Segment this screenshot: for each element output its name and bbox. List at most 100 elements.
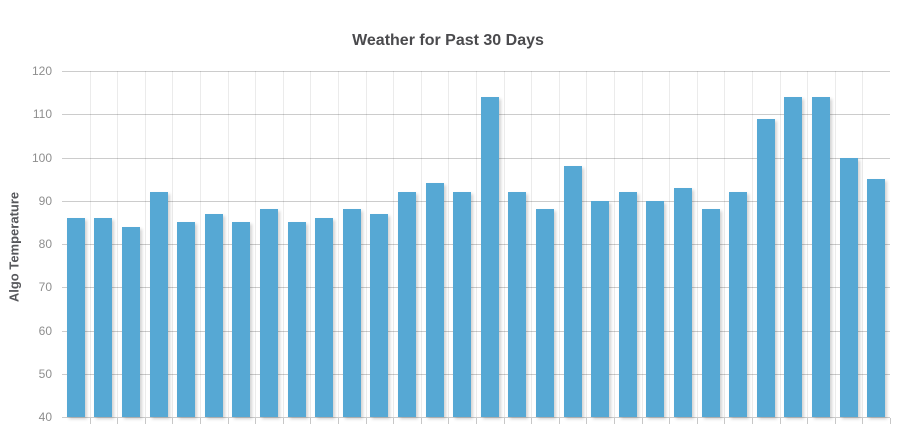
y-tick-label: 90 [38,193,52,208]
bar [453,192,472,417]
x-axis-tick [282,418,284,424]
x-axis-tick [641,418,643,424]
bar [674,187,692,417]
x-axis-tick [614,418,615,424]
vertical-gridline [807,71,809,417]
x-axis-tick [117,418,119,424]
horizontal-gridline [62,287,890,289]
vertical-gridline [862,71,864,417]
bar [508,192,527,417]
vertical-gridline [614,71,615,417]
x-axis-tick [834,418,836,424]
vertical-gridline [200,71,201,417]
horizontal-gridline [62,244,890,245]
horizontal-gridline [62,417,890,418]
vertical-gridline [310,71,312,417]
bar [701,209,720,417]
y-tick-label: 110 [32,107,52,122]
y-tick-label: 120 [31,64,52,78]
vertical-gridline [365,71,367,417]
x-axis-tick [476,418,477,424]
vertical-gridline [779,71,781,417]
x-axis-tick [255,418,257,424]
bar [315,218,334,417]
bar [729,192,748,417]
bar [646,200,665,418]
vertical-gridline [172,71,174,417]
vertical-gridline [448,71,450,417]
bar [618,192,637,417]
x-axis-tick [144,418,146,424]
bar [287,222,306,417]
x-axis-tick [752,418,753,424]
x-axis-tick [807,418,809,424]
vertical-gridline [255,71,257,417]
bar [839,157,858,417]
vertical-gridline [558,71,560,417]
x-axis-tick [393,418,395,424]
x-axis-tick [420,418,422,424]
bar [784,96,803,417]
bar [480,96,499,417]
y-tick-label: 70 [38,280,52,295]
y-tick-label: 60 [38,323,52,338]
bar [563,166,582,417]
bar [94,218,113,417]
vertical-gridline [338,71,339,417]
vertical-gridline [752,71,753,417]
x-axis-tick [531,418,533,424]
vertical-gridline [586,71,588,417]
vertical-gridline [531,71,533,417]
x-axis-tick [724,418,726,424]
vertical-gridline [696,71,698,417]
x-axis-tick [200,418,201,424]
vertical-gridline [117,71,119,417]
bar [812,96,830,417]
vertical-gridline [420,71,422,417]
horizontal-gridline [62,114,890,116]
vertical-gridline [393,71,395,417]
bar [122,226,140,417]
bar [260,209,278,417]
chart-title: Weather for Past 30 Days [352,32,544,49]
vertical-gridline [89,71,91,417]
vertical-gridline [641,71,643,417]
x-axis-tick [338,418,339,424]
x-axis-tick [586,418,588,424]
vertical-gridline [476,71,477,417]
bar [425,183,444,417]
x-axis-tick [172,418,174,424]
horizontal-gridline [62,330,890,332]
bar [370,213,389,417]
x-axis-tick [669,418,671,424]
horizontal-gridline [62,200,890,202]
bar [232,222,251,417]
vertical-gridline [144,71,146,417]
x-axis-tick [448,418,450,424]
bar [591,200,610,418]
bar [149,192,168,417]
bar [867,179,886,417]
horizontal-gridline [62,71,890,72]
x-axis-tick [227,418,229,424]
vertical-gridline [669,71,671,417]
vertical-gridline [282,71,284,417]
bar [66,218,85,417]
x-axis-tick [779,418,781,424]
horizontal-gridline [62,157,890,159]
bar [177,222,196,417]
y-tick-label: 80 [38,237,52,251]
y-tick-label: 100 [31,150,52,165]
x-axis-tick [558,418,560,424]
x-axis-tick [310,418,312,424]
bar [756,118,775,417]
x-axis-tick [862,418,864,424]
y-tick-label: 50 [38,366,52,381]
x-axis-tick [890,418,891,424]
horizontal-gridline [62,373,890,375]
bar [536,209,554,417]
bar [398,192,416,417]
bar [204,213,223,417]
